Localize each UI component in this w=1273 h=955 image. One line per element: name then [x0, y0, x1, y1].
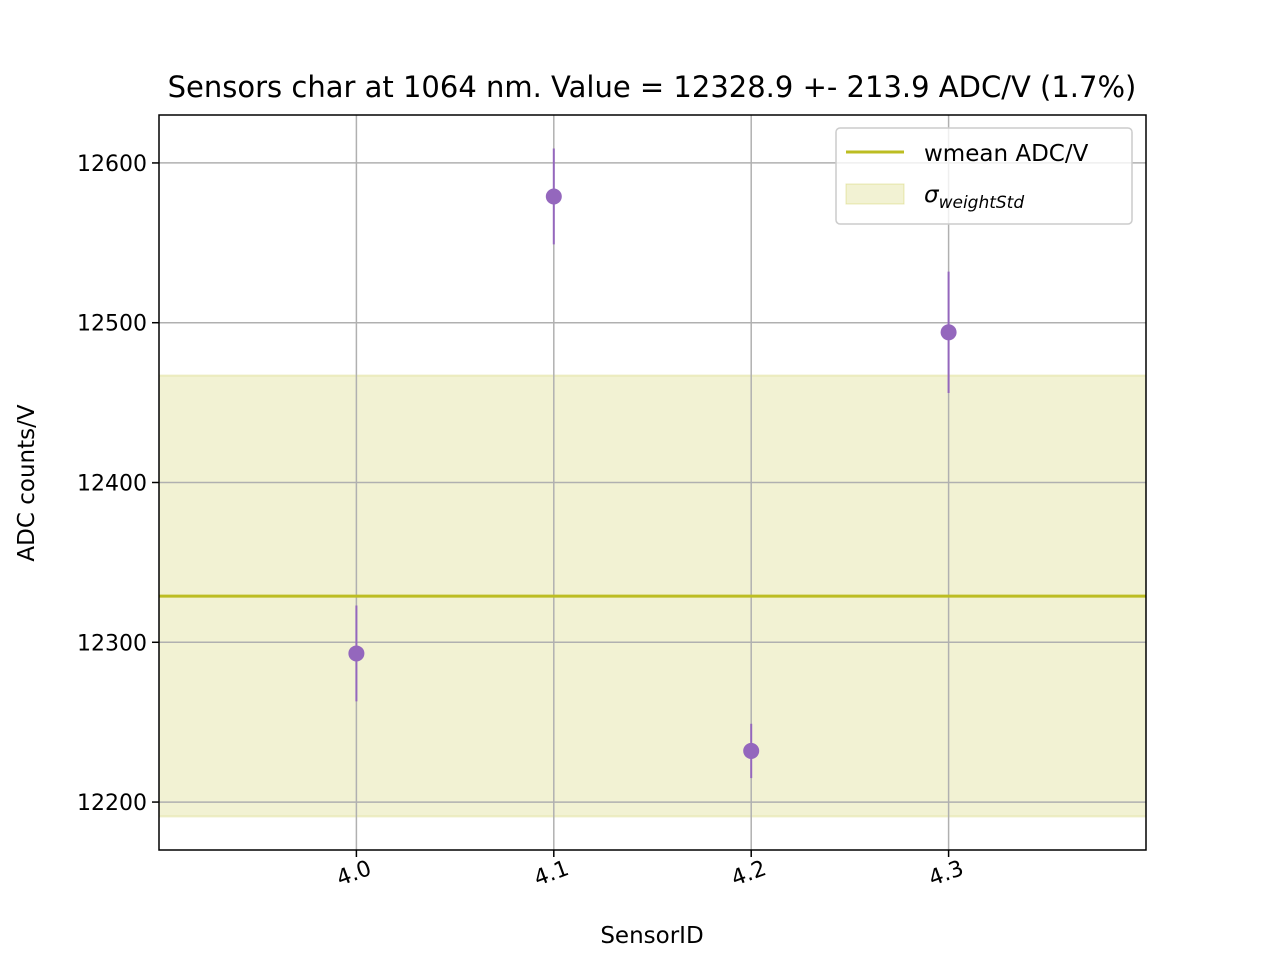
- data-point: [348, 645, 365, 662]
- data-point: [545, 188, 562, 205]
- legend: wmean ADC/V σweightStd: [835, 127, 1133, 225]
- y-tick-label: 12200: [77, 791, 147, 816]
- legend-band-label: σweightStd: [924, 182, 1024, 213]
- plot-area: [158, 114, 1147, 851]
- y-tick-label: 12600: [77, 152, 147, 177]
- legend-band-sigma: σ: [924, 182, 940, 208]
- y-tick-label: 12400: [77, 472, 147, 497]
- y-axis-label: ADC counts/V: [14, 404, 40, 561]
- x-axis-label: SensorID: [600, 923, 703, 949]
- y-tick-label: 12500: [77, 312, 147, 337]
- x-tick-label: 4.3: [926, 856, 967, 891]
- data-point: [743, 742, 760, 759]
- x-tick-label: 4.1: [531, 856, 572, 891]
- y-tick-label: 12300: [77, 631, 147, 656]
- x-tick-label: 4.2: [728, 856, 769, 891]
- x-tick-label: 4.0: [333, 856, 374, 891]
- chart-title: Sensors char at 1064 nm. Value = 12328.9…: [168, 70, 1137, 104]
- legend-mean-label: wmean ADC/V: [924, 141, 1089, 167]
- legend-box: [835, 127, 1133, 225]
- data-point: [940, 324, 957, 341]
- legend-band-swatch: [845, 183, 905, 205]
- legend-band-subscript: weightStd: [939, 193, 1025, 213]
